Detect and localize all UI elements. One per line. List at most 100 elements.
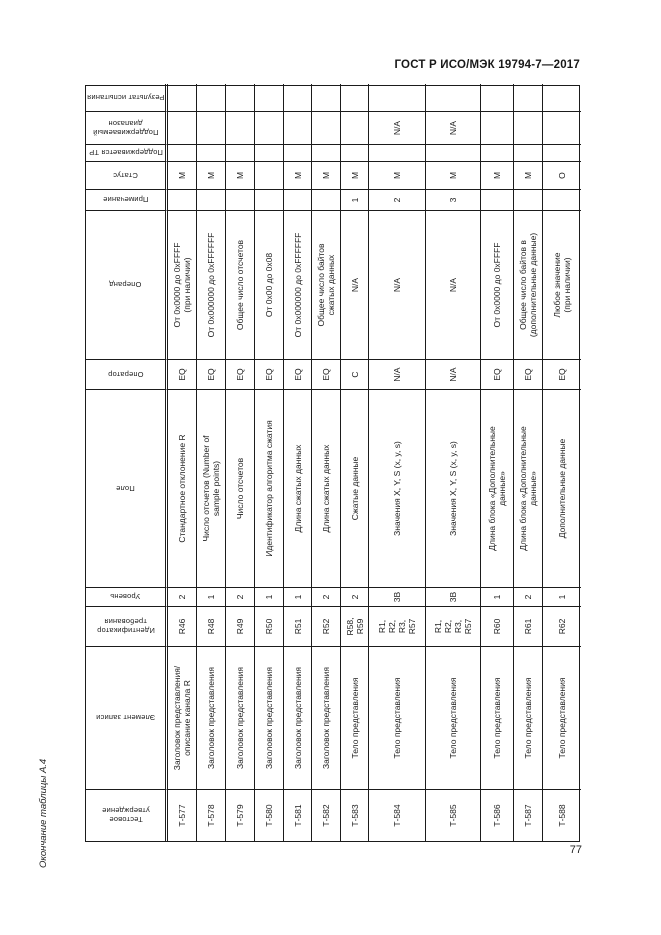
table-cell [543, 144, 581, 161]
table-cell: R48 [197, 606, 226, 646]
table-cell: C [341, 359, 369, 389]
table-cell: Длина блока «Дополнительные данные» [514, 389, 543, 587]
row-id-cell: Т-580 [255, 789, 284, 841]
table-cell [284, 144, 312, 161]
table-cell: EQ [168, 359, 197, 389]
table-cell: Значения X, Y, S (x, y, s) [369, 389, 426, 587]
table-cell: Тело представления [481, 646, 514, 789]
table-cell: 2 [226, 587, 255, 606]
column-header-cell: Тестовое утверждение [86, 789, 168, 841]
table-cell [481, 84, 514, 111]
table-cell: N/A [341, 210, 369, 359]
table-cell: М [312, 161, 341, 189]
page-number: 77 [569, 844, 582, 856]
column-header-cell: Поддерживается ТР [86, 144, 168, 161]
table-cell [226, 189, 255, 210]
table-cell: Заголовок представления [284, 646, 312, 789]
column-header-label: Тестовое утверждение [101, 806, 150, 825]
table-cell: Длина сжатых данных [284, 389, 312, 587]
table-cell: 2 [312, 587, 341, 606]
table-cell: От 0x000000 до 0xFFFFFF [284, 210, 312, 359]
table-cell [543, 111, 581, 144]
table-cell: М [426, 161, 481, 189]
table-cell: 2 [168, 587, 197, 606]
table-cell [481, 111, 514, 144]
table-cell [255, 161, 284, 189]
row-id-cell: Т-582 [312, 789, 341, 841]
table-cell [543, 189, 581, 210]
table-cell: От 0x000000 до 0xFFFFFF [197, 210, 226, 359]
table-cell [255, 189, 284, 210]
table-cell: Тело представления [369, 646, 426, 789]
column-header-cell: Примечание [86, 189, 168, 210]
table-cell [168, 111, 197, 144]
table-cell: EQ [312, 359, 341, 389]
table-cell [197, 144, 226, 161]
table-cell [197, 189, 226, 210]
table-cell: R61 [514, 606, 543, 646]
table-cell: М [168, 161, 197, 189]
table-cell: 2 [514, 587, 543, 606]
table-cell [341, 84, 369, 111]
table-cell: Общее число отсчетов [226, 210, 255, 359]
column-header-label: Поддерживается ТР [88, 148, 163, 158]
table-cell: 3 [426, 189, 481, 210]
table-cell: Любое значение (при наличии) [543, 210, 581, 359]
column-header-cell: Статус [86, 161, 168, 189]
table-cell: Общее число байтов сжатых данных [312, 210, 341, 359]
table-cell: От 0x0000 до 0xFFFF (при наличии) [168, 210, 197, 359]
table-cell: М [284, 161, 312, 189]
table-cell: EQ [481, 359, 514, 389]
table-cell: 3В [369, 587, 426, 606]
table-cell [514, 144, 543, 161]
table-cell [226, 84, 255, 111]
table-cell: Идентификатор алгоритма сжатия [255, 389, 284, 587]
table-cell: 1 [543, 587, 581, 606]
table-cell: От 0x00 до 0x08 [255, 210, 284, 359]
table-cell: М [369, 161, 426, 189]
table-cell [312, 189, 341, 210]
table-cell [481, 189, 514, 210]
table-cell: Тело представления [514, 646, 543, 789]
table-cell: N/A [426, 210, 481, 359]
table-cell [168, 189, 197, 210]
table-cell: R60 [481, 606, 514, 646]
table-cell: Значения X, Y, S (x, y, s) [426, 389, 481, 587]
table-cell: Заголовок представления [226, 646, 255, 789]
table-cell: Длина блока «Дополнительные данные» [481, 389, 514, 587]
column-header-cell: Идентификатор требования [86, 606, 168, 646]
column-header-label: Примечание [102, 195, 149, 205]
table-cell: От 0x0000 до 0xFFFF [481, 210, 514, 359]
conformance-table: Тестовое утверждение Элемент записи Иденти… [85, 84, 581, 842]
column-header-cell: Операнд [86, 210, 168, 359]
table-cell: М [197, 161, 226, 189]
row-id-cell: Т-577 [168, 789, 197, 841]
row-id-cell: Т-579 [226, 789, 255, 841]
table-cell: 1 [255, 587, 284, 606]
table-cell: Заголовок представления [197, 646, 226, 789]
table-cell: R62 [543, 606, 581, 646]
table-cell: 1 [197, 587, 226, 606]
table-cell [255, 84, 284, 111]
table-cell: N/A [426, 359, 481, 389]
table-cell: EQ [514, 359, 543, 389]
row-id-cell: Т-584 [369, 789, 426, 841]
table-cell [514, 111, 543, 144]
table-cell [426, 144, 481, 161]
table-cell: М [514, 161, 543, 189]
table-cell [284, 84, 312, 111]
table-cell: N/A [426, 111, 481, 144]
table-cell [255, 111, 284, 144]
row-id-cell: Т-581 [284, 789, 312, 841]
row-id-cell: Т-585 [426, 789, 481, 841]
table-cell: 3В [426, 587, 481, 606]
column-header-label: Элемент записи [95, 713, 156, 723]
table-cell: R51 [284, 606, 312, 646]
table-cell [168, 84, 197, 111]
table-cell [514, 189, 543, 210]
table-cell: R46 [168, 606, 197, 646]
table-cell [284, 111, 312, 144]
table-cell: EQ [226, 359, 255, 389]
table-cell: Тело представления [543, 646, 581, 789]
table-cell: 1 [481, 587, 514, 606]
